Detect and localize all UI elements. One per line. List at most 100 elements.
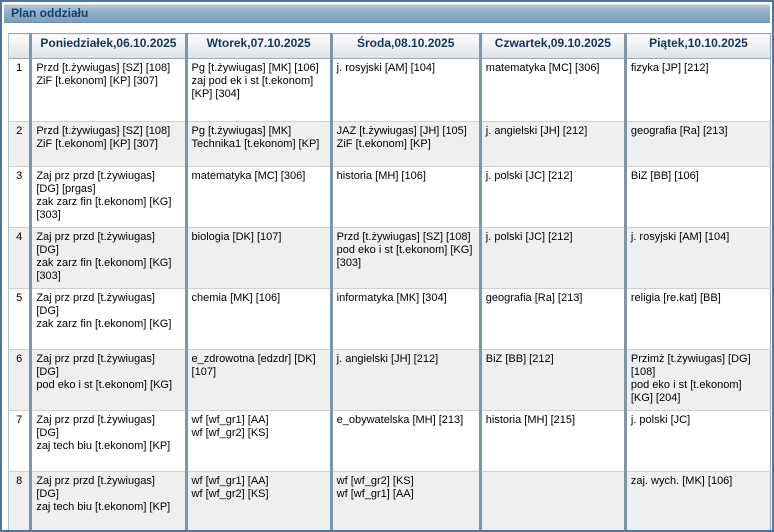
day-header-monday: Poniedziałek,06.10.2025: [29, 33, 187, 59]
lesson-cell: biologia [DK] [107]: [184, 227, 332, 289]
lesson-entry: matematyka [MC] [306]: [191, 170, 306, 182]
day-header-wednesday: Środa,08.10.2025: [329, 33, 481, 59]
lesson-cell: j. polski [JC] [212]: [478, 227, 626, 289]
lesson-entry: e_zdrowotna [edzdr] [DK] [107]: [191, 353, 316, 378]
lesson-cell: j. angielski [JH] [212]: [478, 121, 626, 167]
lesson-entry: j. rosyjski [AM] [104]: [336, 62, 436, 74]
lesson-entry: wf [wf_gr2] [KS]: [191, 488, 269, 500]
lesson-entry: j. angielski [JH] [212]: [485, 125, 588, 137]
lesson-number: 7: [7, 410, 31, 472]
lesson-cell: Przimż [t.żywiugas] [DG] [108] pod eko i …: [623, 349, 771, 411]
lesson-entry: wf [wf_gr1] [AA]: [336, 488, 414, 500]
lesson-number: 6: [7, 349, 31, 411]
lesson-cell: BiZ [BB] [106]: [623, 166, 771, 228]
table-row: 8 Zaj prz przd [t.żywiugas] [DG] zaj tech …: [7, 471, 771, 530]
lesson-cell: geografia [Ra] [213]: [478, 288, 626, 350]
lesson-entry: j. rosyjski [AM] [104]: [630, 231, 730, 243]
lesson-cell: Zaj prz przd [t.żywiugas] [DG] [prgas] za…: [29, 166, 187, 228]
table-row: 6 Zaj prz przd [t.żywiugas] [DG] pod eko i…: [7, 349, 771, 411]
table-row: 3 Zaj prz przd [t.żywiugas] [DG] [prgas] z…: [7, 166, 771, 228]
lesson-entry: zaj. wych. [MK] [106]: [630, 475, 733, 487]
lesson-cell: Zaj prz przd [t.żywiugas] [DG] zak zarz f…: [29, 288, 187, 350]
lesson-cell: Pg [t.żywiugas] [MK] Technika1 [t.ekonom]…: [184, 121, 332, 167]
lesson-cell: informatyka [MK] [304]: [329, 288, 481, 350]
lesson-cell: wf [wf_gr2] [KS] wf [wf_gr1] [AA]: [329, 471, 481, 530]
lesson-cell: Pg [t.żywiugas] [MK] [106] zaj pod ek i s…: [184, 58, 332, 122]
timetable-body: 1 Przd [t.żywiugas] [SZ] [108] ZiF [t.ekon…: [7, 58, 771, 530]
lesson-cell: j. angielski [JH] [212]: [329, 349, 481, 411]
corner-header: [7, 33, 31, 59]
table-row: 1 Przd [t.żywiugas] [SZ] [108] ZiF [t.ekon…: [7, 58, 771, 122]
day-header-thursday: Czwartek,09.10.2025: [478, 33, 626, 59]
table-row: 7 Zaj prz przd [t.żywiugas] [DG] zaj tech …: [7, 410, 771, 472]
lesson-entry: religia [re.kat] [BB]: [630, 292, 721, 304]
lesson-number: 1: [7, 58, 31, 122]
lesson-entry: Technika1 [t.ekonom] [KP]: [191, 138, 320, 150]
lesson-entry: wf [wf_gr1] [AA]: [191, 475, 269, 487]
lesson-number: 4: [7, 227, 31, 289]
lesson-cell: e_obywatelska [MH] [213]: [329, 410, 481, 472]
lesson-cell: j. polski [JC] [212]: [478, 166, 626, 228]
lesson-entry: zaj tech biu [t.ekonom] [KP]: [36, 501, 171, 513]
lesson-cell: Zaj prz przd [t.żywiugas] [DG] zak zarz f…: [29, 227, 187, 289]
lesson-cell: historia [MH] [215]: [478, 410, 626, 472]
lesson-cell: BiZ [BB] [212]: [478, 349, 626, 411]
lesson-number: 2: [7, 121, 31, 167]
lesson-number: 3: [7, 166, 31, 228]
lesson-entry: j. polski [JC] [212]: [485, 231, 573, 243]
page-title: Plan oddziału: [11, 6, 89, 20]
lesson-entry: Zaj prz przd [t.żywiugas] [DG]: [36, 475, 155, 500]
timetable: Poniedziałek,06.10.2025 Wtorek,07.10.202…: [7, 33, 771, 530]
lesson-cell: historia [MH] [106]: [329, 166, 481, 228]
table-row: 4 Zaj prz przd [t.żywiugas] [DG] zak zarz …: [7, 227, 771, 289]
lesson-entry: j. angielski [JH] [212]: [336, 353, 439, 365]
lesson-entry: Zaj prz przd [t.żywiugas] [DG]: [36, 414, 155, 439]
lesson-entry: Zaj prz przd [t.żywiugas] [DG]: [36, 231, 155, 256]
lesson-number: 5: [7, 288, 31, 350]
lesson-entry: j. polski [JC] [212]: [485, 170, 573, 182]
lesson-number: 8: [7, 471, 31, 530]
lesson-entry: chemia [MK] [106]: [191, 292, 281, 304]
lesson-entry: pod eko i st [t.ekonom] [KG]: [36, 379, 173, 391]
title-bar: Plan oddziału: [4, 4, 770, 23]
lesson-entry: BiZ [BB] [106]: [630, 170, 699, 182]
lesson-cell: Zaj prz przd [t.żywiugas] [DG] pod eko i …: [29, 349, 187, 411]
header-row: Poniedziałek,06.10.2025 Wtorek,07.10.202…: [7, 33, 771, 59]
lesson-entry: zak zarz fin [t.ekonom] [KG] [303]: [36, 257, 172, 282]
lesson-entry: e_obywatelska [MH] [213]: [336, 414, 464, 426]
lesson-entry: ZiF [t.ekonom] [KP] [307]: [36, 75, 158, 87]
lesson-cell: matematyka [MC] [306]: [184, 166, 332, 228]
lesson-entry: wf [wf_gr1] [AA]: [191, 414, 269, 426]
lesson-cell: j. polski [JC]: [623, 410, 771, 472]
lesson-cell: Przd [t.żywiugas] [SZ] [108] ZiF [t.ekono…: [29, 58, 187, 122]
lesson-entry: pod eko i st [t.ekonom] [KG] [303]: [336, 244, 473, 269]
lesson-entry: biologia [DK] [107]: [191, 231, 282, 243]
timetable-wrap: Poniedziałek,06.10.2025 Wtorek,07.10.202…: [7, 33, 771, 530]
lesson-cell: religia [re.kat] [BB]: [623, 288, 771, 350]
lesson-entry: fizyka [JP] [212]: [630, 62, 709, 74]
lesson-entry: geografia [Ra] [213]: [485, 292, 583, 304]
lesson-entry: Przd [t.żywiugas] [SZ] [108]: [36, 125, 171, 137]
lesson-cell: matematyka [MC] [306]: [478, 58, 626, 122]
lesson-entry: zak zarz fin [t.ekonom] [KG] [303]: [36, 196, 172, 221]
lesson-entry: geografia [Ra] [213]: [630, 125, 728, 137]
lesson-cell: wf [wf_gr1] [AA] wf [wf_gr2] [KS]: [184, 410, 332, 472]
lesson-entry: matematyka [MC] [306]: [485, 62, 600, 74]
lesson-entry: zaj pod ek i st [t.ekonom] [KP] [304]: [191, 75, 314, 100]
lesson-entry: zaj tech biu [t.ekonom] [KP]: [36, 440, 171, 452]
lesson-entry: historia [MH] [106]: [336, 170, 426, 182]
lesson-entry: wf [wf_gr2] [KS]: [191, 427, 269, 439]
lesson-cell: [478, 471, 626, 530]
lesson-cell: zaj. wych. [MK] [106]: [623, 471, 771, 530]
table-row: 2 Przd [t.żywiugas] [SZ] [108] ZiF [t.ekon…: [7, 121, 771, 167]
lesson-entry: wf [wf_gr2] [KS]: [336, 475, 414, 487]
lesson-entry: Zaj prz przd [t.żywiugas] [DG] [prgas]: [36, 170, 155, 195]
lesson-entry: Pg [t.żywiugas] [MK] [106]: [191, 62, 319, 74]
lesson-entry: Przd [t.żywiugas] [SZ] [108]: [336, 231, 471, 243]
lesson-cell: Zaj prz przd [t.żywiugas] [DG] zaj tech b…: [29, 410, 187, 472]
day-header-friday: Piątek,10.10.2025: [623, 33, 771, 59]
lesson-entry: Pg [t.żywiugas] [MK]: [191, 125, 292, 137]
lesson-entry: Przd [t.żywiugas] [SZ] [108]: [36, 62, 171, 74]
lesson-cell: Przd [t.żywiugas] [SZ] [108] ZiF [t.ekono…: [29, 121, 187, 167]
